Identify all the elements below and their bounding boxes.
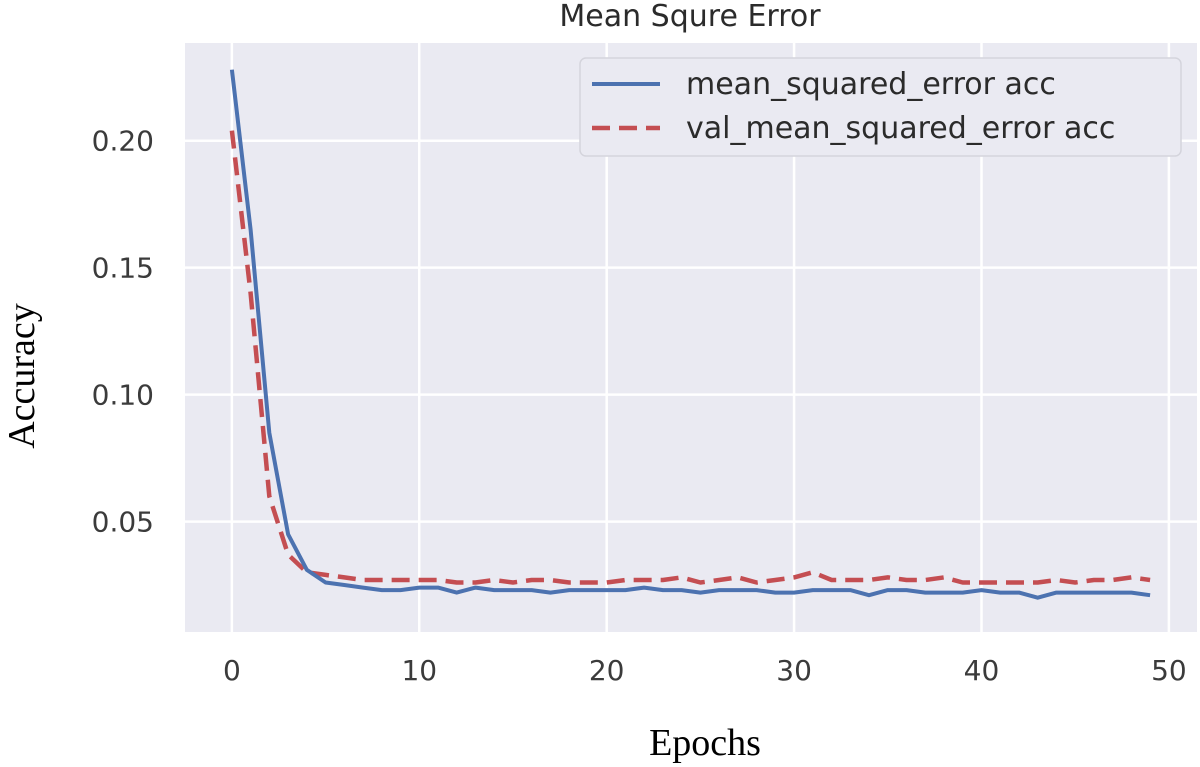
legend-label-mean-squared-error: mean_squared_error acc [686, 67, 1056, 102]
series-line-mean-squared-error-acc [229, 69, 1151, 600]
y-tick-label: 0.20 [92, 125, 154, 158]
y-tick-label: 0.15 [92, 252, 154, 285]
y-axis-label: Accuracy [1, 303, 43, 449]
legend-label-val-mean-squared-error: val_mean_squared_error acc [686, 111, 1115, 146]
y-tick-label: 0.05 [92, 506, 154, 539]
chart-title: Mean Squre Error [559, 0, 821, 34]
series-line-val-mean-squared-error-acc [229, 130, 1151, 585]
y-axis-ticks: 0.05 0.10 0.15 0.20 [92, 125, 154, 539]
legend: mean_squared_error acc val_mean_squared_… [579, 57, 1182, 157]
x-tick-label: 0 [223, 654, 241, 687]
x-axis-ticks: 0 10 20 30 40 50 [223, 654, 1187, 687]
x-tick-label: 20 [589, 654, 625, 687]
x-axis-label: Epochs [649, 722, 761, 764]
y-tick-label: 0.10 [92, 379, 154, 412]
x-tick-label: 40 [964, 654, 1000, 687]
x-tick-label: 10 [401, 654, 437, 687]
series-lines [229, 69, 1151, 600]
x-tick-label: 30 [776, 654, 812, 687]
x-tick-label: 50 [1151, 654, 1187, 687]
legend-box [579, 57, 1182, 157]
